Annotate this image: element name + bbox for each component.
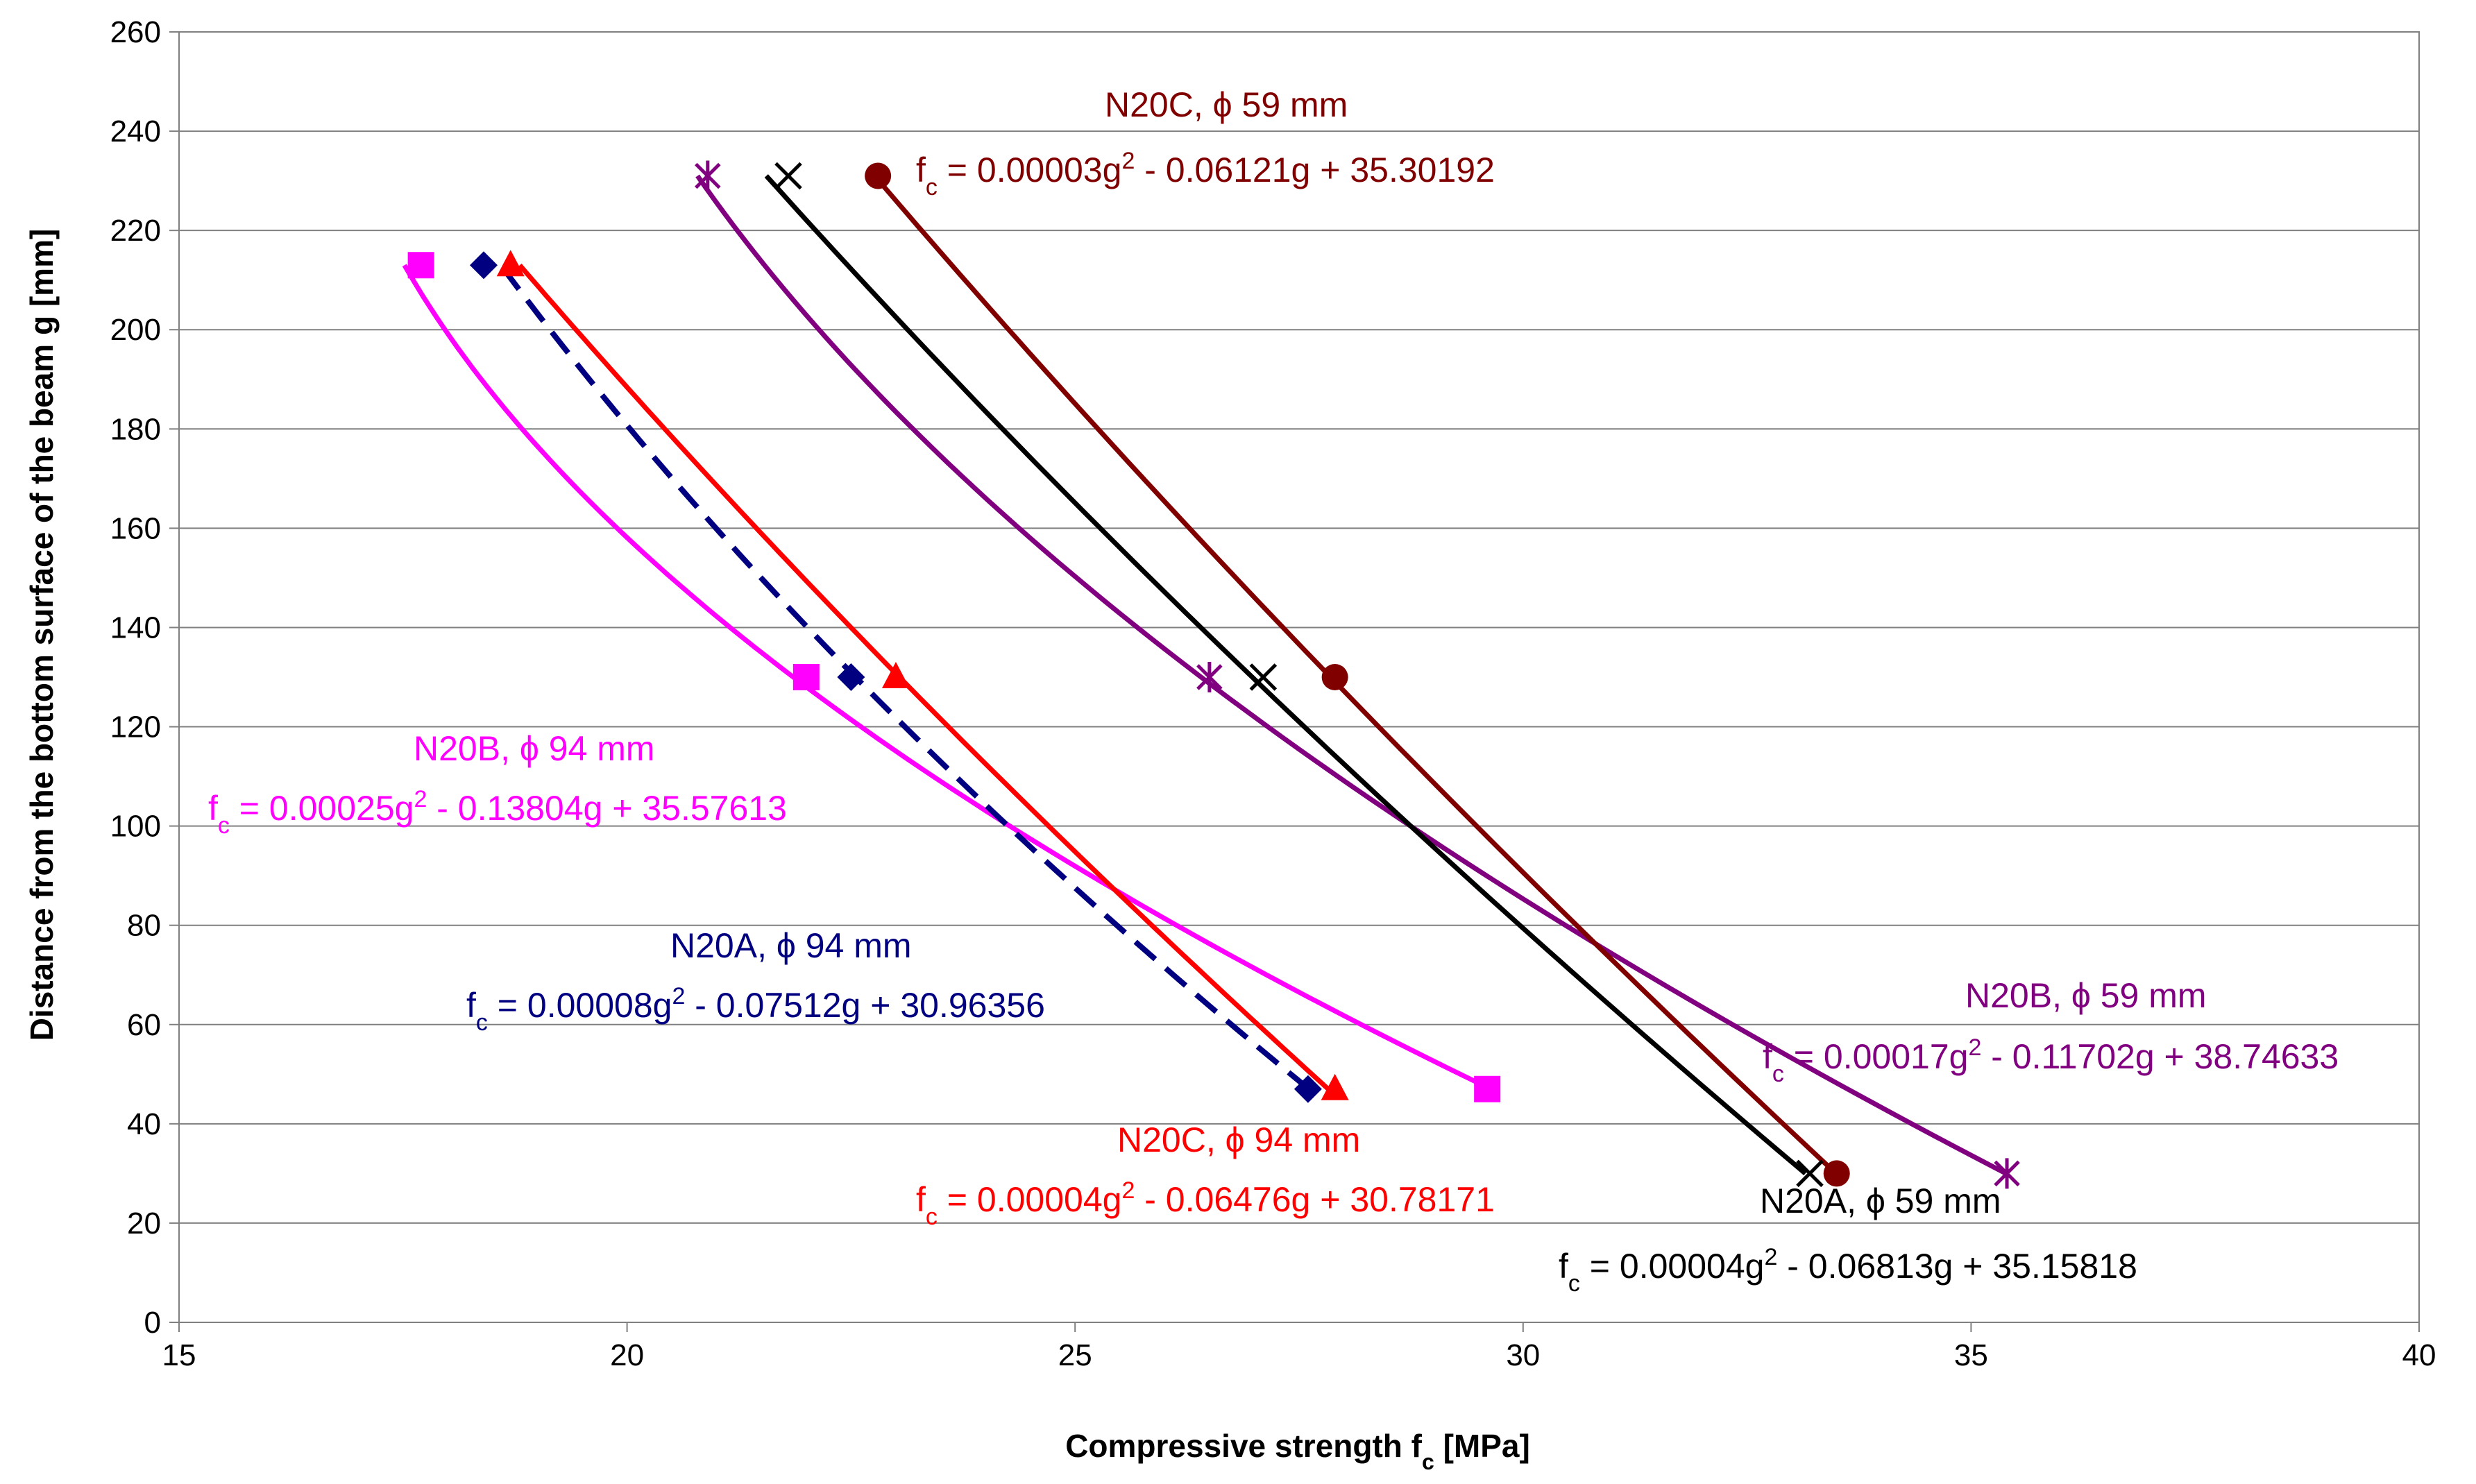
tick-label-y-260: 260 (110, 15, 161, 49)
tick-label-y-200: 200 (110, 313, 161, 347)
tick-label-y-180: 180 (110, 412, 161, 446)
equation-n20a94: fc = 0.00008g2 - 0.07512g + 30.96356 (466, 983, 1045, 1036)
y-axis-title: Distance from the bottom surface of the … (24, 229, 60, 1041)
marker-n20a59-0 (774, 162, 802, 190)
marker-n20b94-0 (407, 252, 434, 279)
marker-n20a94-0 (470, 251, 498, 280)
trend-curve-n20a94 (498, 263, 1311, 1091)
tick-label-y-160: 160 (110, 511, 161, 545)
marker-n20c94-0 (496, 250, 525, 277)
annotation-n20a59: N20A, ϕ 59 mm fc = 0.00004g2 - 0.06813g … (1559, 1182, 2137, 1297)
tick-label-x-35: 35 (1954, 1338, 1988, 1372)
marker-n20c94-1 (881, 662, 910, 688)
marker-n20b94-1 (792, 664, 820, 690)
tick-label-x-40: 40 (2402, 1338, 2436, 1372)
tick-label-x-20: 20 (610, 1338, 644, 1372)
tick-label-y-140: 140 (110, 611, 161, 645)
equation-n20b94: fc = 0.00025g2 - 0.13804g + 35.57613 (208, 786, 787, 839)
marker-n20a94-2 (1294, 1075, 1322, 1103)
marker-n20b59-1 (1196, 662, 1223, 692)
marker-n20a94-1 (837, 663, 865, 691)
trend-curve-n20a59 (764, 174, 1807, 1176)
marker-n20a59-1 (1249, 663, 1278, 691)
annotation-n20a94: N20A, ϕ 94 mm fc = 0.00008g2 - 0.07512g … (466, 926, 1045, 1036)
trend-curve-n20b59 (695, 174, 2008, 1176)
series-name-n20b59: N20B, ϕ 59 mm (1965, 976, 2207, 1015)
marker-n20c59-2 (1823, 1160, 1850, 1187)
tick-label-y-20: 20 (127, 1206, 161, 1240)
tick-label-y-120: 120 (110, 710, 161, 744)
annotation-n20c59: N20C, ϕ 59 mm fc = 0.00003g2 - 0.06121g … (916, 85, 1495, 201)
data-markers (407, 160, 2020, 1189)
tick-labels: 0 20 40 60 80 100 120 140 160 180 200 220 240 260 15 20… (110, 15, 2436, 1372)
tick-label-y-80: 80 (127, 909, 161, 943)
equation-n20c94: fc = 0.00004g2 - 0.06476g + 30.78171 (916, 1177, 1495, 1230)
tick-label-y-40: 40 (127, 1107, 161, 1141)
tick-label-y-60: 60 (127, 1008, 161, 1042)
annotation-n20c94: N20C, ϕ 94 mm fc = 0.00004g2 - 0.06476g … (916, 1120, 1495, 1230)
marker-n20c59-0 (865, 162, 892, 189)
marker-n20b59-2 (1994, 1158, 2020, 1189)
marker-n20c59-1 (1321, 664, 1348, 690)
tick-label-x-25: 25 (1058, 1338, 1092, 1372)
plot-frame (178, 31, 2420, 1323)
x-axis-title: Compressive strength fc [MPa] (1065, 1428, 1530, 1474)
annotation-n20b94: N20B, ϕ 94 mm fc = 0.00025g2 - 0.13804g … (208, 729, 787, 839)
equation-n20a59: fc = 0.00004g2 - 0.06813g + 35.15818 (1559, 1244, 2137, 1297)
tick-label-x-15: 15 (162, 1338, 196, 1372)
marker-n20c94-2 (1321, 1073, 1349, 1100)
series-name-n20c59: N20C, ϕ 59 mm (1105, 85, 1348, 124)
marker-n20b94-2 (1474, 1075, 1501, 1102)
axes (169, 31, 2420, 1332)
equation-n20b59: fc = 0.00017g2 - 0.11702g + 38.74633 (1763, 1034, 2339, 1087)
trend-curve-n20c94 (518, 263, 1330, 1091)
series-name-n20b94: N20B, ϕ 94 mm (414, 729, 655, 768)
equation-n20c59: fc = 0.00003g2 - 0.06121g + 35.30192 (916, 148, 1495, 201)
series-name-n20a94: N20A, ϕ 94 mm (670, 926, 912, 965)
tick-label-y-240: 240 (110, 114, 161, 148)
tick-label-x-30: 30 (1506, 1338, 1540, 1372)
tick-label-y-0: 0 (144, 1306, 161, 1340)
annotation-n20b59: N20B, ϕ 59 mm fc = 0.00017g2 - 0.11702g … (1763, 976, 2339, 1087)
series-name-n20c94: N20C, ϕ 94 mm (1117, 1120, 1360, 1159)
series-name-n20a59: N20A, ϕ 59 mm (1760, 1182, 2001, 1220)
marker-n20b59-0 (695, 160, 721, 191)
tick-label-y-100: 100 (110, 810, 161, 844)
marker-n20a59-2 (1796, 1159, 1824, 1188)
tick-label-y-220: 220 (110, 214, 161, 248)
